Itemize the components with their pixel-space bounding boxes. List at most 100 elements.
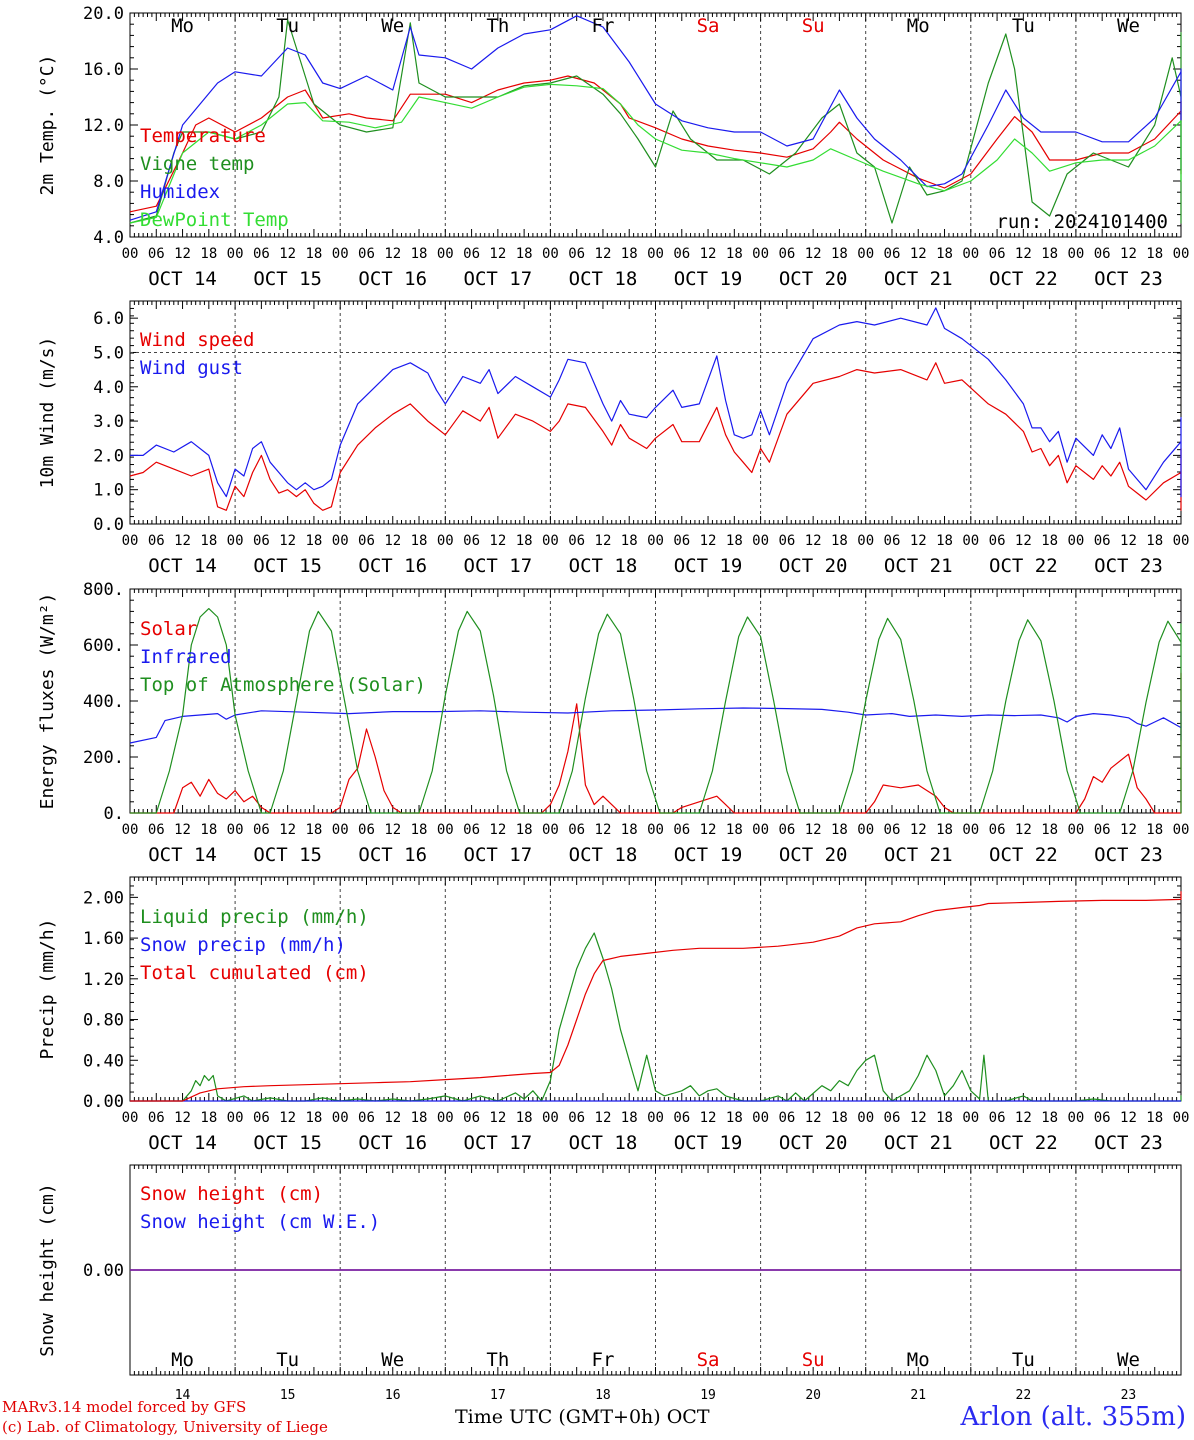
y-tick-label: 5.0 (93, 343, 124, 363)
hour-label: 18 (936, 1110, 953, 1126)
y-tick-label: 3.0 (93, 412, 124, 432)
hour-label: 18 (411, 246, 428, 262)
y-axis-label: 10m Wind (m/s) (37, 337, 58, 489)
hour-label: 00 (647, 246, 664, 262)
date-label: OCT 16 (358, 268, 427, 290)
y-tick-label: 0.0 (93, 515, 124, 535)
hour-label: 12 (700, 246, 717, 262)
hour-label: 06 (253, 822, 270, 838)
hour-label: 06 (778, 533, 795, 549)
legend-entry: Humidex (140, 181, 220, 203)
y-tick-label: 4.0 (93, 378, 124, 398)
hour-label: 06 (148, 533, 165, 549)
date-label: OCT 17 (464, 268, 533, 290)
day-name: Mo (171, 15, 194, 37)
date-label: OCT 21 (884, 844, 953, 866)
day-number: 23 (1121, 1388, 1137, 1403)
hour-label: 00 (752, 533, 769, 549)
y-axis-label: Precip (mm/h) (37, 919, 58, 1060)
date-label: OCT 14 (148, 844, 217, 866)
hour-label: 06 (463, 1110, 480, 1126)
hour-label: 12 (174, 1110, 191, 1126)
hour-label: 18 (1146, 246, 1163, 262)
hour-label: 18 (200, 533, 217, 549)
hour-label: 18 (831, 533, 848, 549)
date-label: OCT 15 (253, 844, 322, 866)
series-line-2 (129, 707, 1182, 744)
hour-label: 06 (1094, 533, 1111, 549)
hour-label: 06 (358, 533, 375, 549)
y-tick-label: 2.00 (83, 888, 124, 908)
date-label: OCT 23 (1094, 555, 1163, 577)
hour-label: 12 (174, 533, 191, 549)
hour-label: 00 (122, 822, 139, 838)
date-label: OCT 23 (1094, 1132, 1163, 1154)
hour-label: 06 (463, 246, 480, 262)
hour-label: 18 (305, 822, 322, 838)
date-label: OCT 18 (569, 1132, 638, 1154)
hour-label: 18 (305, 246, 322, 262)
date-label: OCT 15 (253, 268, 322, 290)
legend-entry: Liquid precip (mm/h) (140, 906, 369, 928)
date-label: OCT 19 (674, 844, 743, 866)
x-axis-title: Time UTC (GMT+0h) OCT (455, 1406, 710, 1428)
date-label: OCT 22 (989, 1132, 1058, 1154)
hour-label: 06 (884, 246, 901, 262)
hour-label: 12 (910, 822, 927, 838)
date-label: OCT 21 (884, 268, 953, 290)
y-axis-label: Snow height (cm) (37, 1183, 58, 1356)
date-label: OCT 23 (1094, 268, 1163, 290)
date-label: OCT 15 (253, 555, 322, 577)
day-number: 20 (805, 1388, 821, 1403)
date-label: OCT 14 (148, 555, 217, 577)
hour-label: 00 (437, 533, 454, 549)
hour-label: 18 (1041, 1110, 1058, 1126)
y-tick-label: 0.80 (83, 1011, 124, 1031)
y-tick-label: 6.0 (93, 309, 124, 329)
hour-label: 12 (489, 1110, 506, 1126)
legend-entry: Wind speed (140, 329, 254, 351)
date-label: OCT 16 (358, 555, 427, 577)
hour-label: 18 (411, 1110, 428, 1126)
hour-label: 00 (332, 533, 349, 549)
date-label: OCT 22 (989, 844, 1058, 866)
hour-label: 12 (1120, 822, 1137, 838)
hour-label: 18 (411, 822, 428, 838)
hour-label: 18 (516, 533, 533, 549)
hour-label: 00 (227, 533, 244, 549)
hour-label: 12 (1015, 1110, 1032, 1126)
hour-label: 00 (1173, 246, 1190, 262)
hour-label: 12 (1120, 246, 1137, 262)
date-label: OCT 23 (1094, 844, 1163, 866)
hour-label: 00 (857, 1110, 874, 1126)
hour-label: 12 (595, 822, 612, 838)
hour-label: 18 (621, 822, 638, 838)
hour-label: 18 (1146, 822, 1163, 838)
hour-label: 12 (910, 1110, 927, 1126)
hour-label: 18 (1041, 822, 1058, 838)
y-tick-label: 800. (83, 580, 124, 600)
hour-label: 06 (1094, 822, 1111, 838)
date-label: OCT 21 (884, 1132, 953, 1154)
hour-label: 00 (647, 1110, 664, 1126)
hour-label: 00 (437, 246, 454, 262)
hour-label: 06 (568, 533, 585, 549)
hour-label: 06 (778, 246, 795, 262)
day-name: Th (486, 15, 509, 37)
legend-entry: Solar (140, 618, 197, 640)
panel-frame (129, 300, 1182, 525)
hour-label: 00 (332, 1110, 349, 1126)
date-label: OCT 14 (148, 268, 217, 290)
hour-label: 18 (1146, 1110, 1163, 1126)
date-label: OCT 19 (674, 555, 743, 577)
panel-2: 0.0 1.0 2.0 3.0 4.0 5.0 6.0 10m Wind (m/s) Wind … (37, 300, 1189, 577)
hour-label: 06 (253, 1110, 270, 1126)
hour-label: 12 (595, 246, 612, 262)
hour-label: 06 (568, 246, 585, 262)
y-tick-label: 8.0 (93, 172, 124, 192)
lab-credit: (c) Lab. of Climatology, University of L… (2, 1418, 328, 1436)
hour-label: 00 (857, 246, 874, 262)
day-name: Sa (697, 1349, 720, 1371)
date-label: OCT 21 (884, 555, 953, 577)
hour-label: 12 (489, 533, 506, 549)
